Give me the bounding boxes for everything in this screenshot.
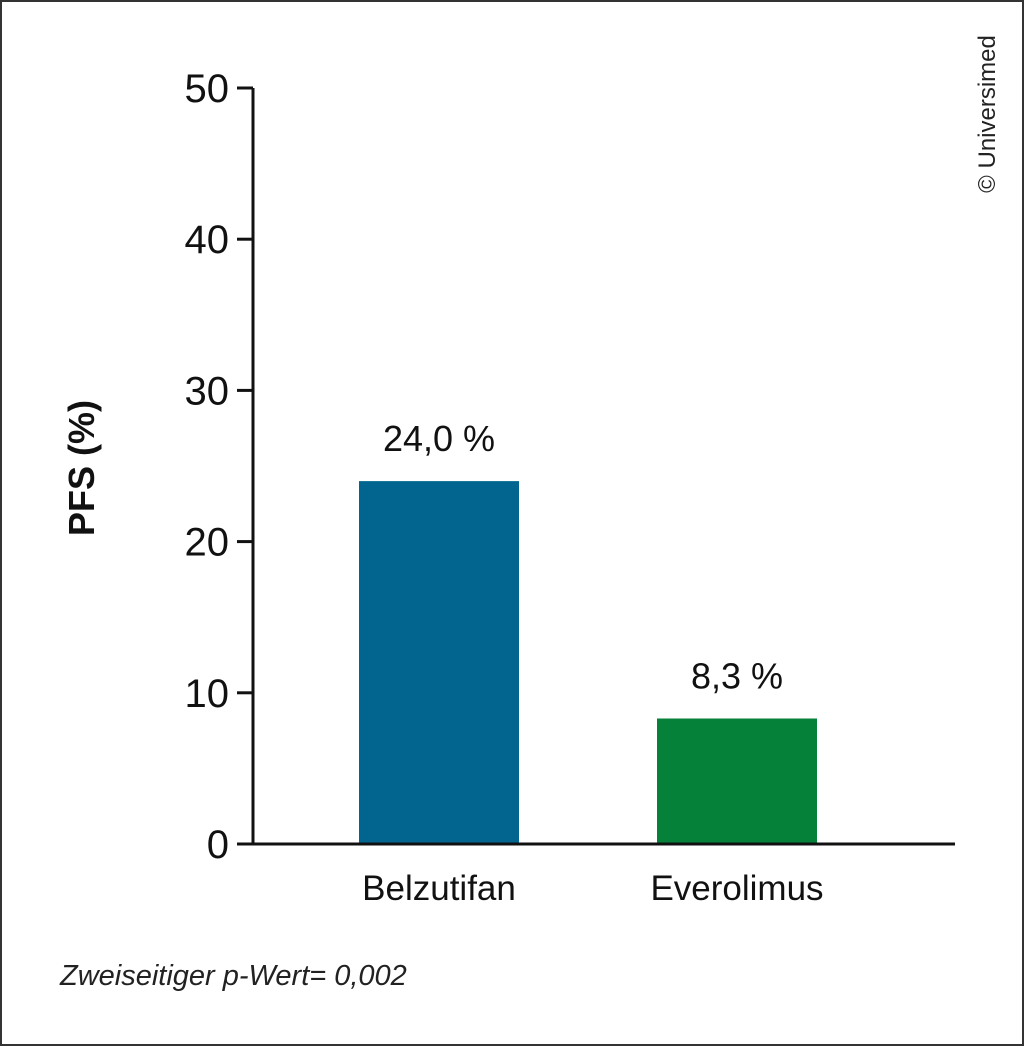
bar-everolimus <box>657 718 817 844</box>
y-tick-label: 30 <box>185 369 230 413</box>
y-tick-label: 40 <box>185 218 230 262</box>
data-label: 8,3 % <box>691 656 783 697</box>
y-axis-label: PFS (%) <box>61 400 102 536</box>
y-tick-label: 20 <box>185 521 230 565</box>
y-tick-label: 10 <box>185 672 230 716</box>
bar-belzutifan <box>359 481 519 844</box>
copyright-notice: © Universimed <box>974 35 1001 193</box>
x-tick-label: Everolimus <box>650 869 823 908</box>
x-tick-label: Belzutifan <box>362 869 516 908</box>
footnote: Zweiseitiger p-Wert= 0,002 <box>60 960 407 992</box>
y-tick-label: 50 <box>185 67 230 111</box>
data-label: 24,0 % <box>383 418 495 459</box>
y-tick-label: 0 <box>207 823 229 867</box>
